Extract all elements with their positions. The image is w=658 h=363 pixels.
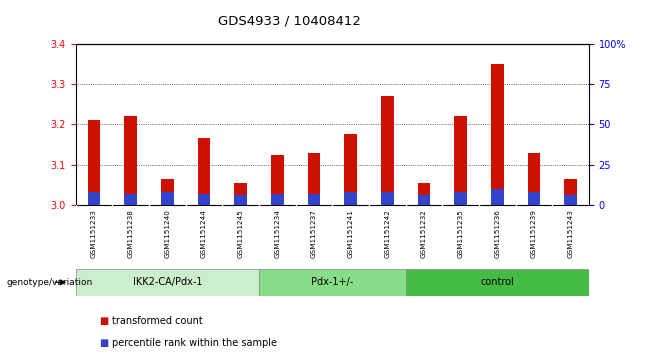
Bar [564, 179, 577, 205]
Text: GSM1151245: GSM1151245 [238, 209, 243, 258]
Bar [491, 189, 503, 205]
Bar [271, 194, 284, 205]
Text: GSM1151244: GSM1151244 [201, 209, 207, 258]
Bar [234, 195, 247, 205]
Text: GSM1151239: GSM1151239 [531, 209, 537, 258]
Bar [307, 194, 320, 205]
Text: GSM1151237: GSM1151237 [311, 209, 317, 258]
Text: GSM1151240: GSM1151240 [164, 209, 170, 258]
Text: GSM1151241: GSM1151241 [347, 209, 353, 258]
Bar [454, 192, 467, 205]
Bar [271, 155, 284, 205]
Bar [259, 269, 405, 296]
Bar [161, 192, 174, 205]
Bar [88, 120, 101, 205]
Text: transformed count: transformed count [112, 316, 203, 326]
Text: GSM1151235: GSM1151235 [457, 209, 464, 258]
Bar [124, 194, 137, 205]
Bar [454, 116, 467, 205]
Bar [405, 269, 589, 296]
Text: percentile rank within the sample: percentile rank within the sample [112, 338, 277, 348]
Text: GSM1151236: GSM1151236 [494, 209, 500, 258]
Bar [344, 192, 357, 205]
Text: ■: ■ [99, 316, 108, 326]
Bar [88, 192, 101, 205]
Bar [197, 194, 211, 205]
Bar [197, 138, 211, 205]
Bar [528, 152, 540, 205]
Text: GSM1151238: GSM1151238 [128, 209, 134, 258]
Bar [76, 269, 259, 296]
Bar [528, 192, 540, 205]
Bar [491, 64, 503, 205]
Bar [307, 152, 320, 205]
Text: ■: ■ [99, 338, 108, 348]
Text: genotype/variation: genotype/variation [7, 278, 93, 287]
Text: control: control [480, 277, 514, 287]
Text: GSM1151234: GSM1151234 [274, 209, 280, 258]
Bar [381, 96, 393, 205]
Bar [124, 116, 137, 205]
Text: GSM1151232: GSM1151232 [421, 209, 427, 258]
Bar [381, 192, 393, 205]
Text: GSM1151242: GSM1151242 [384, 209, 390, 258]
Bar [418, 195, 430, 205]
Bar [418, 183, 430, 205]
Text: GSM1151243: GSM1151243 [568, 209, 574, 258]
Text: GDS4933 / 10408412: GDS4933 / 10408412 [218, 15, 361, 28]
Text: Pdx-1+/-: Pdx-1+/- [311, 277, 353, 287]
Bar [161, 179, 174, 205]
Bar [564, 195, 577, 205]
Text: GSM1151233: GSM1151233 [91, 209, 97, 258]
Bar [344, 134, 357, 205]
Text: IKK2-CA/Pdx-1: IKK2-CA/Pdx-1 [132, 277, 202, 287]
Bar [234, 183, 247, 205]
